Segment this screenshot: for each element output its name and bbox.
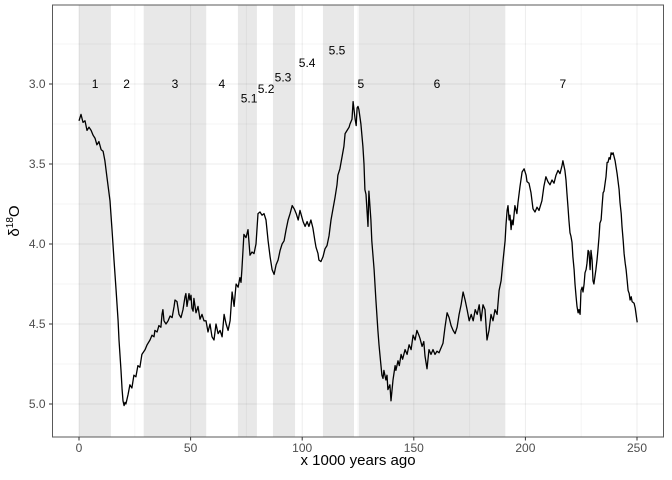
mis-band: [322, 5, 354, 437]
mis-band: [237, 5, 257, 437]
d18o-curve: [78, 100, 638, 407]
mis-band: [143, 5, 207, 437]
mis-stage-label: 7: [560, 77, 567, 91]
mis-stage-label: 4: [219, 77, 226, 91]
mis-stage-label: 2: [123, 77, 130, 91]
x-axis-title: x 1000 years ago: [300, 452, 416, 469]
y-axis-title-base: δ: [6, 228, 23, 237]
mis-bands-group: [79, 5, 506, 437]
y-tick-label: 4.5: [29, 317, 46, 331]
mis-stage-label: 5.1: [241, 91, 258, 105]
y-axis-title-superscript: 18: [5, 217, 16, 229]
x-tick-label: 150: [404, 441, 424, 455]
stage-labels-group: 1 2 3 4 5.15.25.3 5.4 5.5 5 6 7: [92, 43, 567, 105]
y-tick-label: 3.5: [29, 157, 46, 171]
mis-band: [79, 5, 111, 437]
mis-stage-label: 5.2: [258, 82, 275, 96]
mis-stage-label: 5.5: [329, 43, 346, 57]
y-tick-label: 4.0: [29, 237, 46, 251]
mis-band: [358, 5, 506, 437]
y-axis-title-tail: O: [6, 205, 23, 218]
y-tick-label: 5.0: [29, 397, 46, 411]
mis-stage-label: 3: [172, 77, 179, 91]
x-tick-label: 0: [76, 441, 83, 455]
y-tick-label: 3.0: [29, 77, 46, 91]
axes-group: 0 50 100 150 200 250 3.0 3.5 4.0 4.5 5.0: [29, 77, 648, 455]
x-tick-label: 250: [627, 441, 647, 455]
mis-stage-label: 5: [358, 77, 365, 91]
mis-stage-label: 6: [434, 77, 441, 91]
x-tick-label: 100: [292, 441, 312, 455]
panel-border: [52, 4, 664, 438]
y-axis-title: δ18O: [5, 205, 23, 236]
gridlines-group: [52, 5, 664, 437]
mis-stage-label: 1: [92, 77, 99, 91]
mis-band: [272, 5, 296, 437]
mis-stage-label: 5.3: [275, 71, 292, 85]
mis-stage-label: 5.4: [299, 56, 316, 70]
x-tick-label: 50: [184, 441, 198, 455]
x-tick-label: 200: [515, 441, 535, 455]
